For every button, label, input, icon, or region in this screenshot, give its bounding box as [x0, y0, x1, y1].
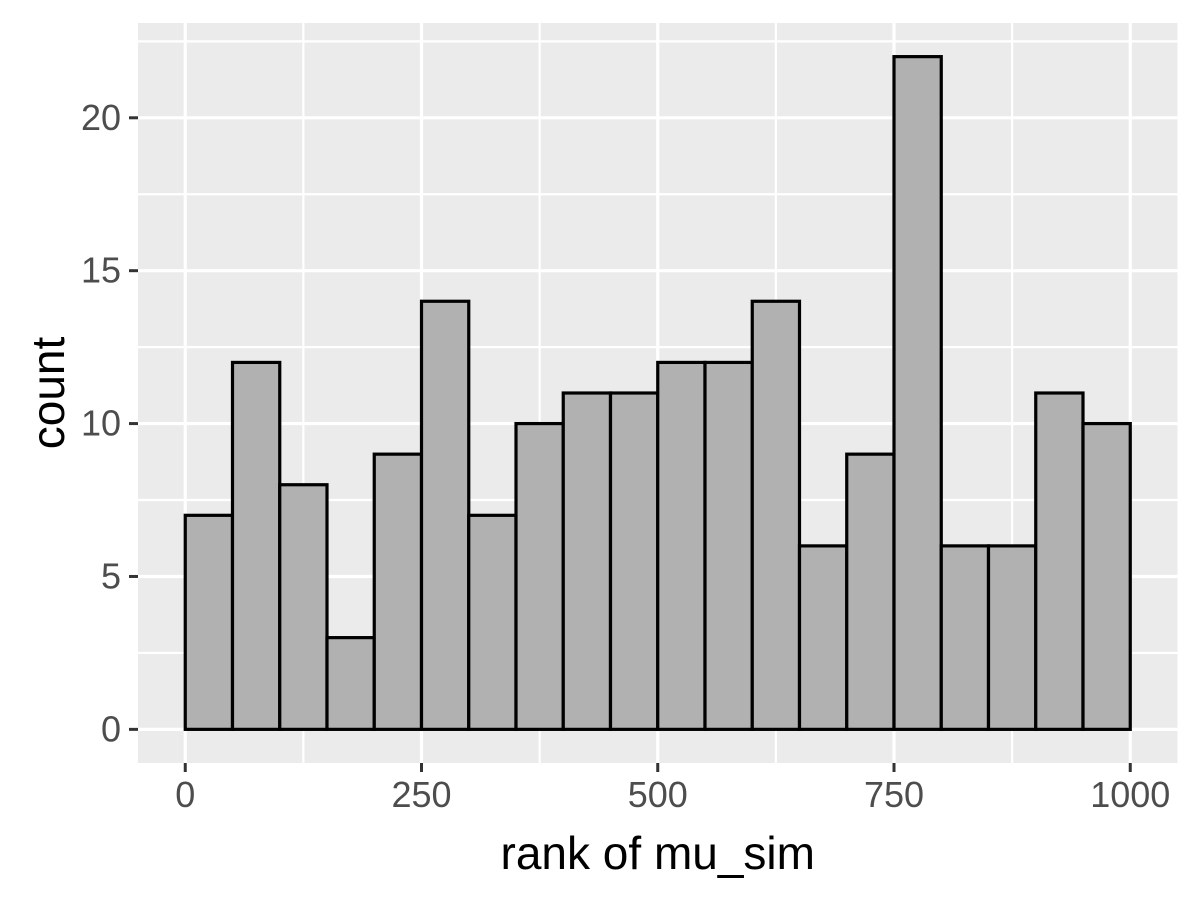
x-tick-label: 500	[628, 774, 688, 815]
histogram-bar	[325, 636, 376, 731]
y-tick-label: 20	[81, 97, 121, 138]
histogram-bar	[703, 360, 754, 731]
histogram-bar	[939, 544, 991, 731]
histogram-bar	[986, 544, 1038, 731]
histogram-bar	[183, 513, 235, 731]
histogram-bar	[514, 421, 565, 731]
x-axis-title: rank of mu_sim	[501, 827, 815, 879]
histogram-bar	[797, 544, 849, 731]
histogram-bar	[230, 360, 282, 731]
y-tick-label: 5	[101, 555, 121, 596]
x-tick-label: 750	[864, 774, 924, 815]
histogram-bar	[467, 513, 518, 731]
histogram-bar	[750, 299, 802, 731]
y-tick-label: 10	[81, 403, 121, 444]
x-tick-label: 250	[391, 774, 451, 815]
histogram-bar	[278, 483, 329, 731]
histogram-bar	[608, 391, 660, 731]
histogram-bar	[845, 452, 896, 731]
y-tick-label: 15	[81, 250, 121, 291]
histogram-bar	[656, 360, 707, 731]
histogram-bar	[561, 391, 613, 731]
axis-layer: 0 5 10 15 20 0 250 500 750 1000	[81, 97, 1170, 815]
x-tick-label: 0	[175, 774, 195, 815]
histogram-bar	[892, 55, 943, 731]
bars-layer	[183, 55, 1132, 731]
y-axis-title: count	[22, 337, 74, 450]
x-tick-label: 1000	[1090, 774, 1170, 815]
histogram-bar	[1081, 421, 1132, 731]
histogram-bar	[1034, 391, 1085, 731]
y-tick-label: 0	[101, 708, 121, 749]
histogram-bar	[419, 299, 471, 731]
histogram-bar	[372, 452, 424, 731]
